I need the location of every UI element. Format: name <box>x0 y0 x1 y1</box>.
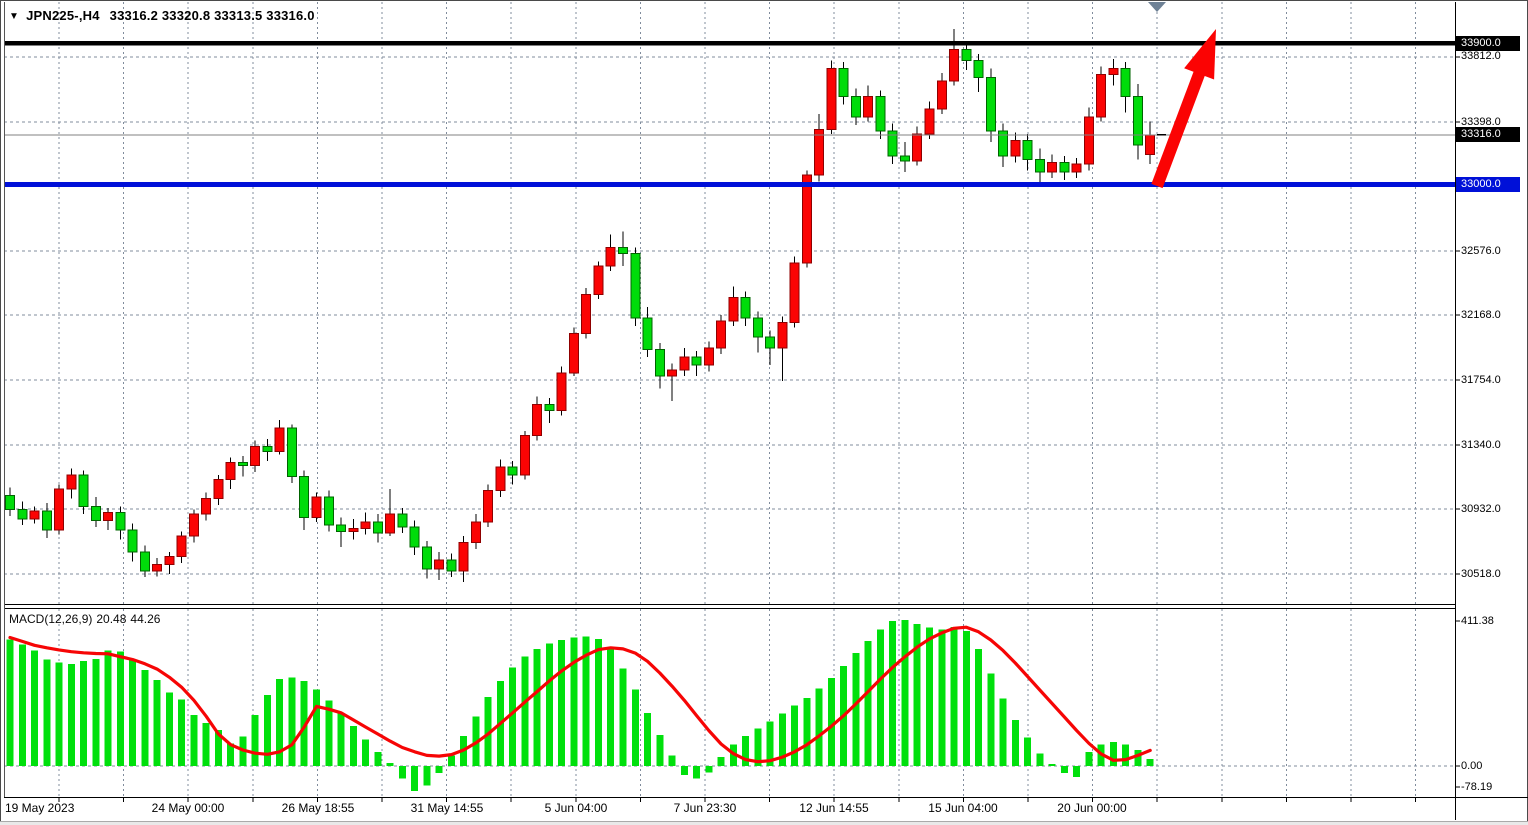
time-axis-label: 7 Jun 23:30 <box>673 801 737 815</box>
frame-layer <box>4 2 1528 820</box>
price-axis-label: 33398.0 <box>1461 115 1501 128</box>
price-axis-label: 33812.0 <box>1461 50 1501 63</box>
grid-layer <box>4 2 1455 797</box>
ohlc-quotes-label: 33316.2 33320.8 33313.5 33316.0 <box>109 8 315 23</box>
price-axis-label: 32168.0 <box>1461 308 1501 321</box>
price-axis-label: 32576.0 <box>1461 244 1501 257</box>
symbol-dropdown-icon[interactable]: ▼ <box>9 11 20 22</box>
time-axis-label: 20 Jun 00:00 <box>1057 801 1127 815</box>
macd-name-label: MACD(12,26,9) <box>9 612 93 626</box>
price-badge-33316.0: 33316.0 <box>1456 127 1520 143</box>
time-axis-label: 19 May 2023 <box>5 801 75 815</box>
trend-arrow-annotation[interactable] <box>1148 2 1216 189</box>
macd-signal-value: 44.26 <box>130 612 161 626</box>
macd-axis-label: 411.38 <box>1461 614 1494 627</box>
price-badge-33000.0: 33000.0 <box>1456 176 1520 192</box>
scroll-cursor-icon <box>1148 2 1166 12</box>
macd-axis-label: -78.19 <box>1461 780 1493 793</box>
price-badge-33900.0: 33900.0 <box>1456 35 1520 51</box>
resistance-line-33900 <box>4 40 1455 46</box>
macd-indicator-label: MACD(12,26,9) 20.48 44.26 <box>9 612 164 626</box>
macd-layer <box>6 620 1154 791</box>
macd-main-value: 20.48 <box>96 612 127 626</box>
price-axis-label: 30518.0 <box>1461 567 1501 580</box>
time-axis-label: 31 May 14:55 <box>410 801 484 815</box>
price-axis-label: 31754.0 <box>1461 373 1501 386</box>
time-axis-label: 12 Jun 14:55 <box>799 801 869 815</box>
macd-axis-label: 0.00 <box>1461 759 1483 772</box>
candles-layer <box>5 29 1156 582</box>
support-line-33000 <box>4 182 1455 187</box>
price-axis-label: 31340.0 <box>1461 438 1501 451</box>
price-axis-label: 30932.0 <box>1461 502 1501 515</box>
symbol-period-label: JPN225-,H4 <box>26 8 100 23</box>
chart-title: ▼ JPN225-,H4 33316.2 33320.8 33313.5 33316… <box>9 8 315 23</box>
time-axis-label: 24 May 00:00 <box>151 801 225 815</box>
time-axis-label: 15 Jun 04:00 <box>928 801 998 815</box>
time-axis-label: 26 May 18:55 <box>281 801 355 815</box>
window-bottom-edge <box>0 821 1528 825</box>
time-axis-label: 5 Jun 04:00 <box>544 801 608 815</box>
level-lines-layer[interactable] <box>4 40 1455 187</box>
